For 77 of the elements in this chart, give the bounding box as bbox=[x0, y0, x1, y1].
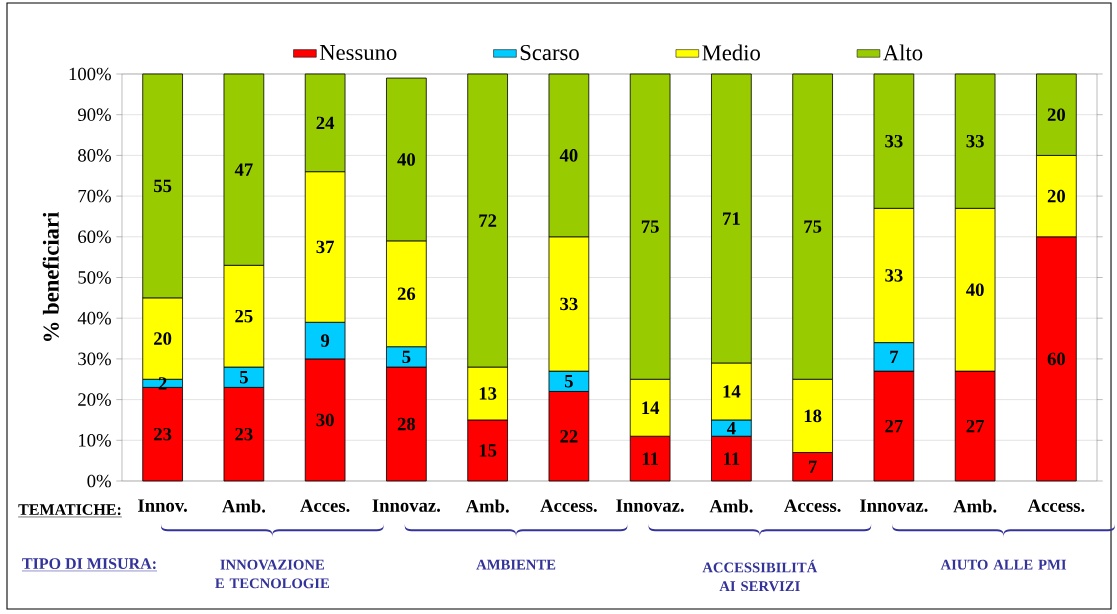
text: TEMATICHE: bbox=[18, 504, 121, 516]
legend-label: Scarso bbox=[520, 44, 579, 61]
data-label: 13 bbox=[479, 387, 497, 400]
data-label: 28 bbox=[397, 417, 416, 431]
y-tick-label: 0% bbox=[87, 474, 111, 488]
data-label: 71 bbox=[723, 212, 740, 225]
data-label: 27 bbox=[885, 419, 903, 433]
data-label: 9 bbox=[320, 334, 330, 347]
data-label: 72 bbox=[479, 214, 497, 227]
data-label: 40 bbox=[397, 153, 415, 166]
x-tick-label: Acces. bbox=[300, 499, 350, 512]
data-label: 47 bbox=[234, 163, 253, 176]
data-label: 33 bbox=[966, 134, 984, 148]
text: INNOVAZIONE E TECNOLOGIE bbox=[215, 559, 330, 589]
data-label: 15 bbox=[479, 444, 497, 457]
x-tick-label: Amb. bbox=[709, 499, 753, 513]
y-tick-label: 50% bbox=[78, 271, 111, 284]
data-label: 75 bbox=[804, 220, 822, 233]
data-label: 7 bbox=[809, 460, 817, 473]
data-label: 55 bbox=[154, 179, 172, 193]
data-label: 24 bbox=[316, 116, 335, 130]
x-tick-label: Innovaz. bbox=[616, 499, 684, 512]
data-label: 60 bbox=[1047, 352, 1065, 366]
x-tick-label: Amb. bbox=[953, 499, 997, 513]
data-label: 11 bbox=[724, 452, 740, 465]
data-label: 22 bbox=[560, 430, 578, 443]
y-axis-title: % beneficiari bbox=[42, 212, 59, 341]
data-label: 2 bbox=[158, 377, 167, 390]
y-tick-label: 70% bbox=[78, 189, 111, 203]
data-label: 30 bbox=[316, 413, 334, 427]
y-tick-label: 90% bbox=[77, 108, 111, 122]
data-label: 40 bbox=[966, 283, 984, 297]
y-tick-label: 10% bbox=[79, 433, 111, 447]
x-tick-label: Innovaz. bbox=[860, 499, 928, 512]
x-tick-label: Access. bbox=[540, 499, 597, 512]
text: AIUTO ALLE PMI bbox=[940, 559, 1067, 570]
x-tick-label: Innov. bbox=[138, 499, 187, 512]
data-label: 5 bbox=[402, 350, 411, 364]
legend-label: Alto bbox=[883, 44, 923, 61]
x-tick-label: Access. bbox=[1027, 499, 1085, 512]
data-label: 14 bbox=[642, 401, 660, 414]
x-tick-label: Amb. bbox=[222, 499, 266, 513]
data-label: 20 bbox=[154, 332, 172, 345]
data-label: 7 bbox=[890, 350, 899, 363]
data-label: 20 bbox=[1047, 189, 1065, 203]
y-tick-label: 40% bbox=[77, 311, 111, 325]
x-tick-label: Innovaz. bbox=[372, 499, 441, 512]
y-tick-label: 30% bbox=[78, 352, 111, 366]
y-tick-label: 100% bbox=[69, 67, 111, 81]
x-tick-label: Amb. bbox=[465, 499, 509, 513]
text: AMBIENTE bbox=[476, 559, 556, 570]
y-tick-label: 80% bbox=[78, 149, 111, 162]
data-label: 5 bbox=[239, 371, 248, 384]
data-label: 40 bbox=[559, 149, 578, 162]
y-tick-label: 20% bbox=[78, 393, 111, 406]
data-label: 27 bbox=[966, 419, 985, 433]
data-label: 33 bbox=[560, 297, 578, 311]
y-tick-label: 60% bbox=[78, 230, 111, 244]
data-label: 23 bbox=[235, 427, 253, 441]
data-label: 25 bbox=[235, 309, 253, 323]
text: ACCESSIBILITÁ AI SERVIZI bbox=[702, 559, 818, 592]
legend-label: Nessuno bbox=[319, 45, 397, 61]
data-label: 33 bbox=[885, 269, 903, 282]
legend-label: Medio bbox=[702, 44, 760, 61]
data-label: 20 bbox=[1047, 108, 1065, 121]
data-label: 11 bbox=[642, 452, 658, 465]
data-label: 14 bbox=[723, 385, 741, 398]
data-label: 33 bbox=[885, 134, 903, 148]
data-label: 5 bbox=[564, 375, 573, 388]
data-label: 23 bbox=[154, 427, 172, 441]
text: TIPO DI MISURA: bbox=[22, 558, 156, 570]
data-label: 18 bbox=[804, 409, 822, 423]
data-label: 75 bbox=[641, 220, 659, 233]
x-tick-label: Access. bbox=[784, 499, 841, 512]
data-label: 4 bbox=[726, 421, 736, 435]
data-label: 37 bbox=[316, 240, 335, 254]
data-label: 26 bbox=[397, 287, 416, 301]
